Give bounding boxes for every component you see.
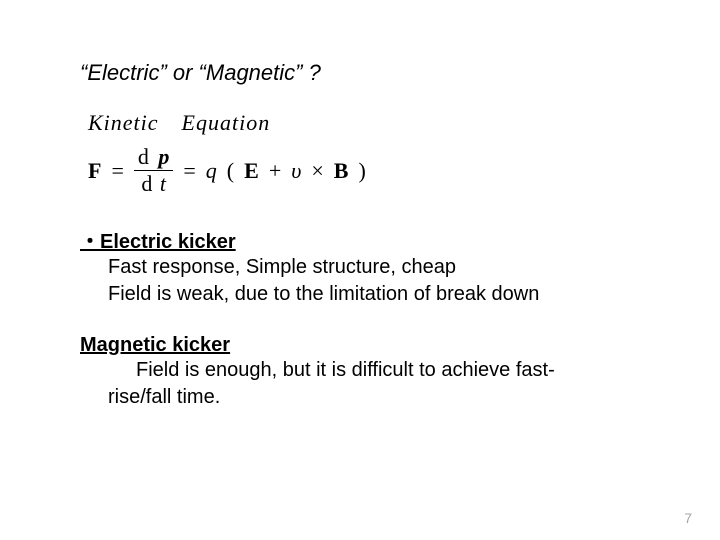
plus-sign: + (269, 158, 281, 184)
symbol-q: q (206, 158, 217, 184)
equation-block: Kinetic Equation F = d p d t = q ( E + υ… (88, 110, 640, 195)
magnetic-line-1: Field is enough, but it is difficult to … (108, 357, 640, 384)
symbol-t: t (160, 171, 166, 196)
right-paren: ) (358, 158, 365, 184)
cross-product: × (311, 158, 323, 184)
equals-1: = (111, 158, 123, 184)
electric-kicker-head: Electric kicker (80, 225, 640, 254)
frac-denominator: d t (137, 171, 170, 195)
magnetic-kicker-section: Magnetic kicker Field is enough, but it … (80, 334, 640, 411)
electric-kicker-body: Fast response, Simple structure, cheap F… (80, 254, 640, 308)
d-operator-top: d (138, 144, 149, 169)
equals-2: = (183, 158, 195, 184)
electric-line-2: Field is weak, due to the limitation of … (108, 281, 640, 308)
slide-content: “Electric” or “Magnetic” ? Kinetic Equat… (0, 0, 720, 457)
magnetic-kicker-head: Magnetic kicker (80, 334, 640, 357)
frac-numerator: d p (134, 146, 174, 171)
electric-kicker-section: Electric kicker Fast response, Simple st… (80, 225, 640, 308)
page-number: 7 (684, 510, 692, 526)
fraction-dp-dt: d p d t (134, 146, 174, 195)
symbol-B: B (334, 158, 349, 184)
symbol-v: υ (291, 158, 301, 184)
left-paren: ( (227, 158, 234, 184)
symbol-p: p (158, 144, 169, 169)
lorentz-force-equation: F = d p d t = q ( E + υ × B ) (88, 146, 640, 195)
symbol-F: F (88, 158, 101, 184)
symbol-E: E (244, 158, 259, 184)
electric-line-1: Fast response, Simple structure, cheap (108, 254, 640, 281)
slide-title: “Electric” or “Magnetic” ? (80, 60, 640, 86)
magnetic-kicker-body: Field is enough, but it is difficult to … (80, 357, 640, 411)
kinetic-equation-label: Kinetic Equation (88, 110, 640, 136)
magnetic-line-2: rise/fall time. (108, 384, 640, 411)
d-operator-bot: d (141, 171, 152, 196)
